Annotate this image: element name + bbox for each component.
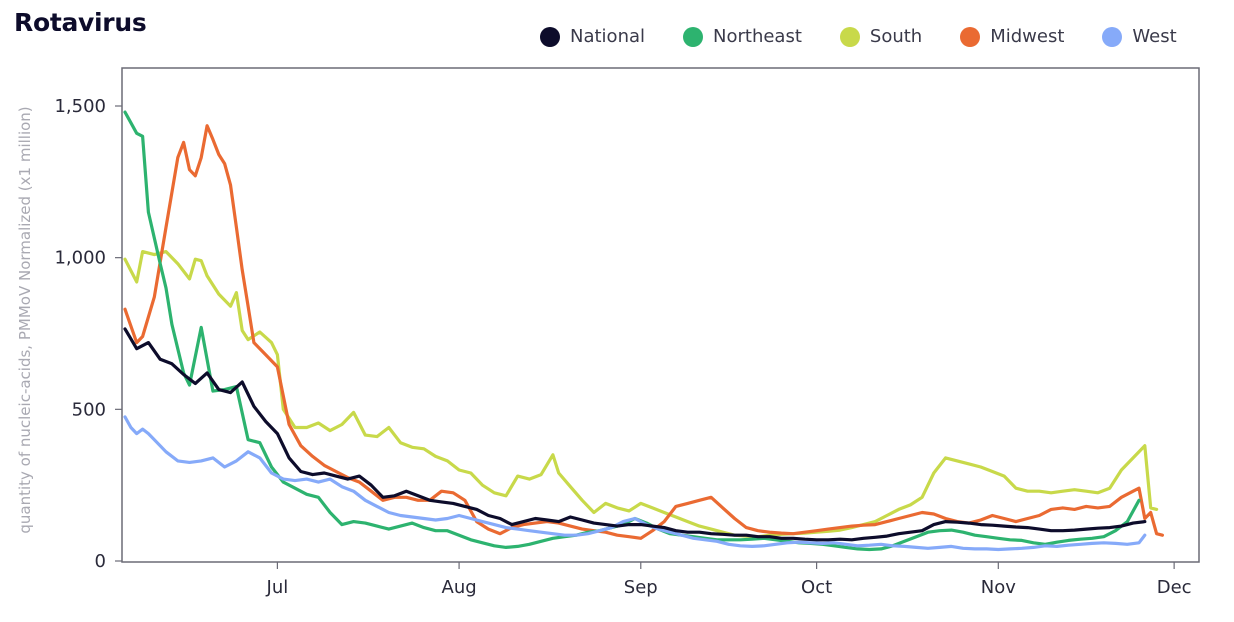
legend-item-west[interactable]: West xyxy=(1102,26,1177,47)
legend-label-west: West xyxy=(1132,26,1177,47)
legend-label-midwest: Midwest xyxy=(990,26,1065,47)
x-tick-label: Oct xyxy=(801,577,832,598)
legend-label-northeast: Northeast xyxy=(713,26,802,47)
plot-frame xyxy=(121,67,1200,563)
legend-dot-national xyxy=(540,26,560,47)
series-line-west[interactable] xyxy=(123,415,1147,552)
y-axis-label: quantity of nucleic-acids, PMMoV Normali… xyxy=(16,106,34,533)
y-axis: 0 500 1,000 1,500 xyxy=(54,96,122,572)
series-line-midwest[interactable] xyxy=(123,124,1164,540)
x-tick-label: Nov xyxy=(981,577,1016,598)
legend-item-south[interactable]: South xyxy=(839,26,923,47)
legend-dot-midwest xyxy=(960,26,981,47)
legend: National Northeast South Midwest West xyxy=(540,26,1177,47)
legend-item-midwest[interactable]: Midwest xyxy=(960,26,1064,47)
x-axis: Jul Aug Sep Oct Nov Dec xyxy=(266,562,1192,598)
chart-title: Rotavirus xyxy=(14,8,147,37)
x-tick-label: Sep xyxy=(624,577,658,598)
y-tick-label: 1,500 xyxy=(54,96,106,117)
series-line-northeast[interactable] xyxy=(123,110,1141,552)
legend-dot-northeast xyxy=(683,26,704,47)
y-tick-label: 1,000 xyxy=(54,248,106,269)
legend-item-northeast[interactable]: Northeast xyxy=(683,26,802,47)
y-tick-label: 0 xyxy=(95,551,106,572)
legend-dot-west xyxy=(1102,26,1123,47)
x-tick-label: Dec xyxy=(1157,577,1192,598)
series-lines xyxy=(123,110,1164,552)
legend-label-south: South xyxy=(869,26,923,47)
legend-item-national[interactable]: National xyxy=(540,26,645,47)
x-tick-label: Jul xyxy=(266,577,289,598)
legend-label-national: National xyxy=(570,26,646,47)
y-tick-label: 500 xyxy=(72,399,106,420)
series-line-south[interactable] xyxy=(123,250,1159,539)
x-tick-label: Aug xyxy=(442,577,477,598)
legend-dot-south xyxy=(839,26,860,47)
series-line-national[interactable] xyxy=(123,327,1147,542)
